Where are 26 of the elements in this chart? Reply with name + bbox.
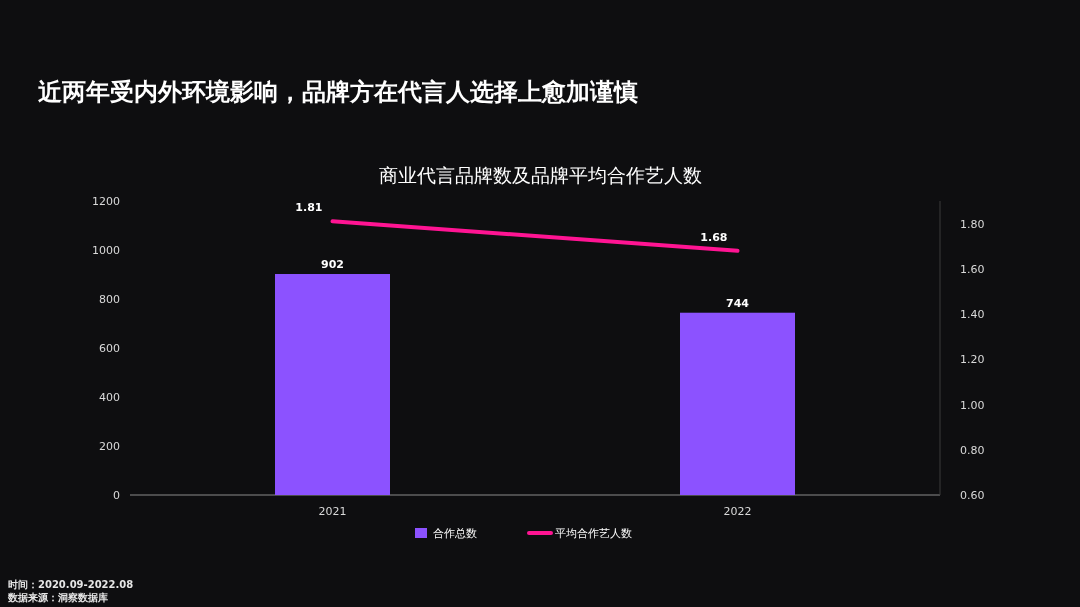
y-tick-label: 0 <box>113 489 120 502</box>
y-tick-label: 600 <box>99 342 120 355</box>
y2-tick-label: 1.00 <box>960 398 985 412</box>
x-tick-label: 2021 <box>318 505 347 518</box>
y-tick-label: 1000 <box>92 244 120 257</box>
y2-tick-label: 0.80 <box>960 443 985 457</box>
legend-label: 平均合作艺人数 <box>555 527 632 540</box>
source-note: 数据来源：洞察数据库 <box>7 592 108 603</box>
chart-subtitle: 商业代言品牌数及品牌平均合作艺人数 <box>378 164 702 186</box>
y2-tick-label: 1.20 <box>960 353 985 367</box>
text: 时间：2020.09-2022.08 <box>8 579 134 590</box>
y-tick-label: 800 <box>99 293 120 306</box>
y2-tick-label: 1.60 <box>960 262 985 276</box>
data-label: 902 <box>321 258 344 272</box>
y-tick-label: 200 <box>99 440 120 453</box>
legend-label: 合作总数 <box>433 527 477 540</box>
x-tick-label: 2022 <box>723 505 752 518</box>
y-tick-label: 400 <box>99 391 120 404</box>
y-tick-label: 1200 <box>92 195 120 208</box>
y2-tick-label: 1.80 <box>960 217 985 231</box>
data-label: 744 <box>726 296 750 310</box>
y2-tick-label: 0.60 <box>960 489 985 502</box>
data-label: 1.68 <box>700 230 728 244</box>
y2-tick-label: 1.40 <box>960 308 985 322</box>
data-label: 1.81 <box>295 201 323 215</box>
chart-title: 近两年受内外环境影响，品牌方在代言人选择上愈加谨慎 <box>38 78 638 106</box>
